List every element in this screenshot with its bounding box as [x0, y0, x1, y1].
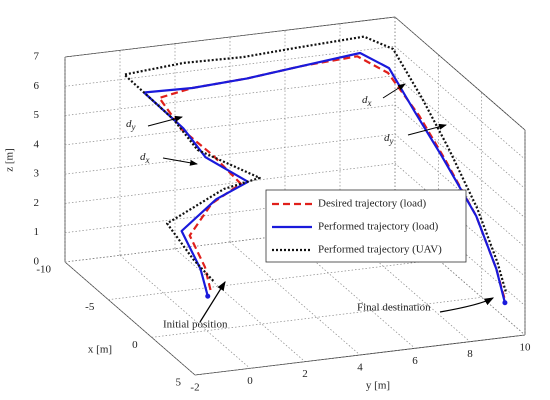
x-tick-label: -10: [36, 264, 51, 276]
y-axis-label: y [m]: [366, 380, 390, 392]
y-tick-label: 4: [357, 362, 363, 374]
z-axis-label: z [m]: [4, 148, 16, 172]
grid-line: [64, 163, 396, 204]
grid-line: [151, 296, 482, 338]
grid-line: [64, 261, 196, 376]
grid-line: [174, 248, 306, 362]
arrow: [162, 157, 198, 166]
x-tick-label: -5: [85, 301, 95, 313]
y-tick-label: 0: [247, 375, 253, 387]
arrow: [382, 83, 406, 99]
annotation: dy: [384, 132, 394, 147]
z-tick-label: 2: [34, 197, 40, 209]
z-tick-label: 4: [34, 138, 40, 150]
annotation: Final destination: [357, 302, 431, 314]
z-tick-label: 1: [34, 226, 40, 238]
z-tick-label: 0: [34, 256, 40, 268]
arrow: [439, 297, 495, 313]
end-point: [205, 293, 211, 299]
end-point: [502, 300, 508, 306]
arrow: [407, 123, 447, 136]
annotation: dx: [362, 94, 372, 109]
grid-line: [64, 75, 396, 116]
z-tick-label: 7: [34, 51, 40, 63]
x-tick-label: 5: [176, 377, 182, 389]
legend-label: Performed trajectory (UAV): [318, 244, 442, 256]
grid-line: [394, 104, 526, 219]
grid-line: [394, 46, 526, 160]
annotation-subscript: y: [389, 136, 394, 146]
legend: Desired trajectory (load) Performed traje…: [265, 189, 467, 263]
annotation: Initial position: [163, 319, 228, 331]
y-tick-label: 8: [467, 348, 473, 360]
grid-line: [64, 16, 396, 58]
plot-lines: [123, 35, 508, 306]
annotation: dx: [140, 151, 150, 166]
grid-line: [394, 75, 526, 189]
trajectory: [142, 51, 506, 303]
grid-line: [64, 104, 396, 146]
annotation-subscript: x: [145, 155, 150, 165]
y-tick-label: -2: [190, 382, 199, 394]
annotation-subscript: x: [367, 98, 372, 108]
legend-label: Performed trajectory (load): [318, 221, 439, 233]
annotation-text: d: [126, 118, 132, 130]
z-tick-label: 3: [34, 168, 40, 180]
x-tick-label: 0: [132, 339, 138, 351]
grid-line: [119, 255, 251, 369]
grid-line: [229, 241, 361, 356]
grid-line: [394, 163, 526, 277]
trajectory: [123, 35, 508, 294]
z-tick-label: 6: [34, 80, 40, 92]
z-tick-label: 5: [34, 109, 40, 121]
arrow: [147, 115, 183, 127]
legend-label: Desired trajectory (load): [318, 198, 426, 210]
y-tick-label: 6: [412, 355, 418, 367]
annotation: dy: [126, 118, 136, 133]
y-tick-label: 10: [520, 342, 532, 354]
annotation-subscript: y: [131, 122, 136, 132]
grid-line: [64, 45, 396, 87]
grid-line: [64, 133, 396, 175]
grid-line: [394, 133, 526, 248]
y-tick-label: 2: [302, 368, 308, 380]
annotation-text: d: [384, 132, 390, 144]
grid-line: [394, 16, 526, 131]
arrow: [199, 280, 226, 323]
annotation-text: d: [140, 151, 146, 163]
trajectory: [158, 55, 506, 301]
annotation-text: d: [362, 94, 368, 106]
x-axis-label: x [m]: [88, 344, 112, 356]
